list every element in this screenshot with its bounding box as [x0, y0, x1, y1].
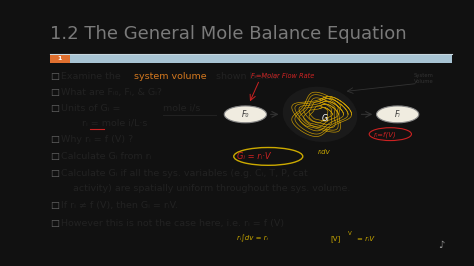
Text: rᵢ=f(V): rᵢ=f(V) [374, 131, 397, 138]
Text: □: □ [50, 169, 59, 178]
Text: Units of Gᵢ =: Units of Gᵢ = [61, 104, 124, 113]
Text: Why rᵢ = f (V) ?: Why rᵢ = f (V) ? [61, 135, 134, 144]
Text: [V]: [V] [331, 235, 341, 242]
Text: ♪: ♪ [438, 240, 444, 251]
Text: Calculate Gᵢ if all the sys. variables (e.g. Cᵢ, T, P, cat: Calculate Gᵢ if all the sys. variables (… [61, 169, 308, 178]
Text: □: □ [50, 104, 59, 113]
Text: Calculate Gᵢ from rᵢ: Calculate Gᵢ from rᵢ [61, 152, 152, 161]
Text: If rᵢ ≠ f (V), then Gᵢ = rᵢV.: If rᵢ ≠ f (V), then Gᵢ = rᵢV. [61, 201, 178, 210]
Text: activity) are spatially uniform throughout the sys. volume.: activity) are spatially uniform througho… [61, 184, 351, 193]
Text: = rᵢV: = rᵢV [356, 235, 374, 242]
Ellipse shape [376, 106, 419, 123]
Text: mole i/s: mole i/s [163, 104, 200, 113]
Text: □: □ [50, 152, 59, 161]
FancyBboxPatch shape [50, 55, 70, 63]
Text: shown below:: shown below: [213, 72, 281, 81]
Text: Examine the: Examine the [61, 72, 124, 81]
Text: However this is not the case here, i.e. rᵢ = f (V): However this is not the case here, i.e. … [61, 219, 284, 228]
Text: rᵢ∫dv = rᵢ: rᵢ∫dv = rᵢ [237, 235, 268, 242]
FancyBboxPatch shape [50, 55, 452, 63]
Text: 1.2 The General Mole Balance Equation: 1.2 The General Mole Balance Equation [50, 25, 407, 43]
Text: Gᵢ: Gᵢ [321, 114, 329, 123]
Text: □: □ [50, 201, 59, 210]
Text: system volume: system volume [134, 72, 206, 81]
Text: System
Volume: System Volume [414, 73, 434, 84]
Text: rᵢdv: rᵢdv [318, 149, 330, 155]
Text: F₀: F₀ [242, 110, 249, 119]
Text: □: □ [50, 219, 59, 228]
Text: 1: 1 [58, 56, 62, 61]
Ellipse shape [282, 86, 358, 143]
Text: What are Fᵢ₀, Fᵢ, & Gᵢ?: What are Fᵢ₀, Fᵢ, & Gᵢ? [61, 88, 162, 97]
Text: Gᵢ = rᵢ·V: Gᵢ = rᵢ·V [237, 152, 270, 161]
Text: Fᵢ: Fᵢ [395, 110, 401, 119]
Text: Fᵢ=Molar Flow Rate: Fᵢ=Molar Flow Rate [251, 73, 314, 79]
Text: V: V [348, 231, 352, 236]
Ellipse shape [224, 106, 266, 123]
Text: □: □ [50, 72, 59, 81]
Text: rᵢ = mole i/L·s: rᵢ = mole i/L·s [61, 119, 147, 127]
Text: □: □ [50, 135, 59, 144]
Text: □: □ [50, 88, 59, 97]
